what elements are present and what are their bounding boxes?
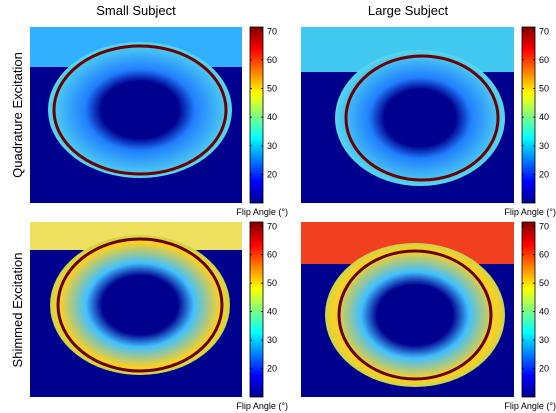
tick-label: 20 xyxy=(539,364,549,374)
column-title: Small Subject xyxy=(96,3,176,18)
colorbar xyxy=(521,221,536,398)
tick-label: 50 xyxy=(539,278,549,288)
colorbar-label: Flip Angle (°) xyxy=(236,207,288,217)
tick-label: 20 xyxy=(539,169,549,179)
colorbar xyxy=(249,26,264,204)
row-title: Quadrature Excitation xyxy=(10,52,25,178)
map-image xyxy=(301,27,514,203)
tick-label: 30 xyxy=(539,335,549,345)
tick-label: 30 xyxy=(539,141,549,151)
tick-label: 60 xyxy=(267,55,277,65)
tick-label: 50 xyxy=(539,84,549,94)
tick-label: 40 xyxy=(539,307,549,317)
map-image xyxy=(30,222,242,397)
tick-label: 70 xyxy=(539,221,549,231)
tick-label: 50 xyxy=(267,278,277,288)
tick-label: 60 xyxy=(539,55,549,65)
tick-label: 70 xyxy=(267,26,277,36)
row-title: Shimmed Excitation xyxy=(10,253,25,368)
colorbar-label: Flip Angle (°) xyxy=(504,401,556,411)
tick-label: 20 xyxy=(267,364,277,374)
colorbar-label: Flip Angle (°) xyxy=(504,207,556,217)
tick-label: 30 xyxy=(267,141,277,151)
tick-label: 30 xyxy=(267,335,277,345)
tick-label: 40 xyxy=(539,112,549,122)
tick-label: 50 xyxy=(267,84,277,94)
tick-label: 60 xyxy=(267,250,277,260)
map-image xyxy=(301,222,514,397)
tick-label: 60 xyxy=(539,250,549,260)
tick-label: 70 xyxy=(539,26,549,36)
tick-label: 20 xyxy=(267,169,277,179)
column-title: Large Subject xyxy=(368,3,449,18)
tick-label: 40 xyxy=(267,307,277,317)
tick-label: 70 xyxy=(267,221,277,231)
colorbar xyxy=(249,221,264,398)
colorbar xyxy=(521,26,536,204)
map-image xyxy=(30,27,242,203)
colorbar-label: Flip Angle (°) xyxy=(236,401,288,411)
tick-label: 40 xyxy=(267,112,277,122)
